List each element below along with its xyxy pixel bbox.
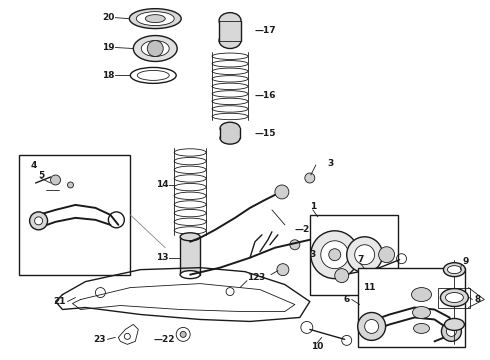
Ellipse shape — [445, 293, 464, 302]
Text: 20: 20 — [102, 13, 114, 22]
Circle shape — [441, 321, 462, 341]
Text: 1: 1 — [310, 202, 316, 211]
Circle shape — [290, 240, 300, 250]
Bar — [358, 268, 466, 347]
Circle shape — [68, 182, 74, 188]
Text: 9: 9 — [463, 257, 469, 266]
Text: 13: 13 — [156, 253, 168, 262]
Text: —17: —17 — [255, 26, 276, 35]
Text: —15: —15 — [255, 129, 276, 138]
Ellipse shape — [141, 41, 169, 57]
Circle shape — [347, 237, 383, 273]
Text: 3: 3 — [259, 273, 265, 282]
Ellipse shape — [413, 306, 431, 319]
Ellipse shape — [220, 122, 240, 134]
Text: 3: 3 — [310, 250, 316, 259]
Text: 19: 19 — [102, 43, 114, 52]
Ellipse shape — [133, 36, 177, 62]
Ellipse shape — [136, 12, 174, 26]
Text: 14: 14 — [156, 180, 168, 189]
Text: 6: 6 — [343, 295, 350, 304]
Ellipse shape — [129, 9, 181, 28]
Text: 7: 7 — [358, 255, 364, 264]
Text: —22: —22 — [154, 335, 175, 344]
Text: 18: 18 — [102, 71, 114, 80]
Circle shape — [329, 249, 341, 261]
Ellipse shape — [180, 271, 200, 279]
Circle shape — [321, 241, 349, 269]
Bar — [219, 21, 241, 41]
Ellipse shape — [219, 32, 241, 49]
Circle shape — [147, 41, 163, 57]
Text: 12: 12 — [247, 273, 260, 282]
Circle shape — [446, 327, 456, 336]
Bar — [19, 155, 130, 275]
Circle shape — [29, 212, 48, 230]
Circle shape — [180, 332, 186, 337]
Circle shape — [365, 319, 379, 333]
Text: 10: 10 — [311, 342, 323, 351]
Text: —2: —2 — [295, 225, 310, 234]
Circle shape — [305, 173, 315, 183]
Ellipse shape — [412, 288, 432, 302]
Circle shape — [355, 245, 375, 265]
Circle shape — [335, 269, 349, 283]
Ellipse shape — [444, 319, 465, 330]
Bar — [220, 128, 240, 138]
Ellipse shape — [180, 233, 200, 241]
Text: 11: 11 — [364, 283, 376, 292]
Circle shape — [35, 217, 43, 225]
Ellipse shape — [137, 71, 169, 80]
Circle shape — [358, 312, 386, 340]
Text: 3: 3 — [328, 158, 334, 167]
Ellipse shape — [145, 15, 165, 23]
Circle shape — [50, 175, 61, 185]
Circle shape — [277, 264, 289, 276]
Bar — [180, 237, 200, 275]
Text: 23: 23 — [93, 335, 105, 344]
Circle shape — [311, 231, 359, 279]
Text: 5: 5 — [39, 171, 45, 180]
Ellipse shape — [219, 13, 241, 28]
Bar — [310, 215, 397, 294]
Text: 8: 8 — [474, 295, 481, 304]
Text: 4: 4 — [30, 161, 37, 170]
Ellipse shape — [220, 132, 240, 144]
Ellipse shape — [443, 263, 465, 276]
Circle shape — [379, 247, 394, 263]
Circle shape — [275, 185, 289, 199]
Ellipse shape — [447, 266, 462, 274]
Bar — [439, 288, 470, 307]
Text: 21: 21 — [53, 297, 66, 306]
Ellipse shape — [414, 323, 429, 333]
Text: —16: —16 — [255, 91, 276, 100]
Ellipse shape — [441, 289, 468, 306]
